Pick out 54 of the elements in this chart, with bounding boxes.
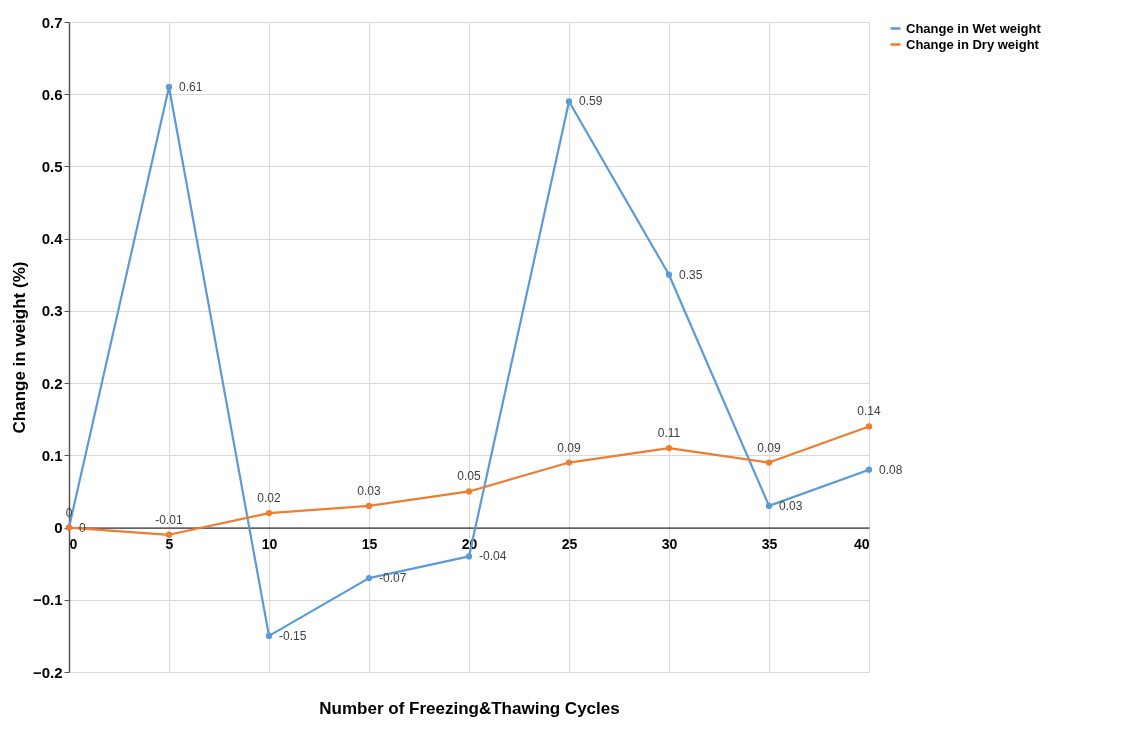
point — [165, 83, 173, 91]
data-label: 0.14 — [857, 404, 881, 419]
legend-label: Change in Wet weight — [906, 20, 1042, 36]
y-tick-label: 0.1 — [41, 446, 63, 464]
point — [565, 459, 573, 466]
data-label: -0.04 — [479, 549, 507, 564]
x-tick-label: 10 — [261, 536, 278, 553]
data-label: 0.59 — [579, 94, 603, 109]
data-label: 0.35 — [679, 267, 703, 282]
data-label: 0.02 — [257, 491, 281, 506]
x-axis-title: Number of Freezing&Thawing Cycles — [319, 698, 620, 718]
point — [865, 466, 873, 473]
x-tick-label: 15 — [361, 536, 378, 553]
point — [765, 459, 773, 466]
y-tick-label: 0.7 — [41, 13, 63, 31]
x-tick-label: 35 — [761, 536, 778, 553]
point — [665, 444, 673, 452]
point — [365, 574, 373, 582]
legend-label: Change in Dry weight — [906, 36, 1040, 52]
x-tick-label: 5 — [165, 536, 174, 553]
data-label: -0.15 — [279, 628, 307, 643]
y-tick-label: 0.3 — [41, 302, 63, 320]
y-tick-label: 0.5 — [41, 157, 63, 175]
y-tick-label: 0 — [54, 519, 63, 537]
point — [465, 553, 473, 560]
data-label: 0.03 — [779, 498, 803, 513]
point — [465, 488, 473, 495]
y-tick-label: −0.2 — [32, 663, 63, 681]
x-tick-label: 25 — [561, 536, 578, 553]
data-label: 0.05 — [457, 469, 481, 484]
point — [265, 509, 273, 517]
data-label: 0.09 — [557, 440, 581, 455]
point — [165, 531, 173, 538]
y-tick-label: 0.2 — [41, 374, 63, 392]
point — [665, 271, 673, 278]
data-label: 0.09 — [757, 440, 781, 455]
data-label: 0.03 — [357, 483, 381, 498]
y-tick-label: 0.6 — [41, 85, 63, 103]
data-label: 0.11 — [657, 426, 681, 441]
x-tick-label: 40 — [853, 536, 870, 553]
y-tick-label: 0.4 — [41, 230, 64, 248]
x-tick-label: 30 — [661, 536, 678, 553]
point — [565, 98, 573, 105]
point — [865, 423, 873, 430]
x-tick-label: 0 — [69, 536, 78, 553]
y-tick-label: −0.1 — [32, 591, 63, 609]
y-axis-title: Change in weight (%) — [9, 261, 29, 434]
data-label: -0.01 — [155, 512, 183, 527]
data-label: -0.07 — [379, 571, 407, 586]
point — [265, 632, 273, 640]
data-label: 0.08 — [879, 462, 903, 477]
point — [765, 502, 773, 510]
point — [365, 502, 373, 510]
data-label: 0.61 — [179, 80, 203, 94]
